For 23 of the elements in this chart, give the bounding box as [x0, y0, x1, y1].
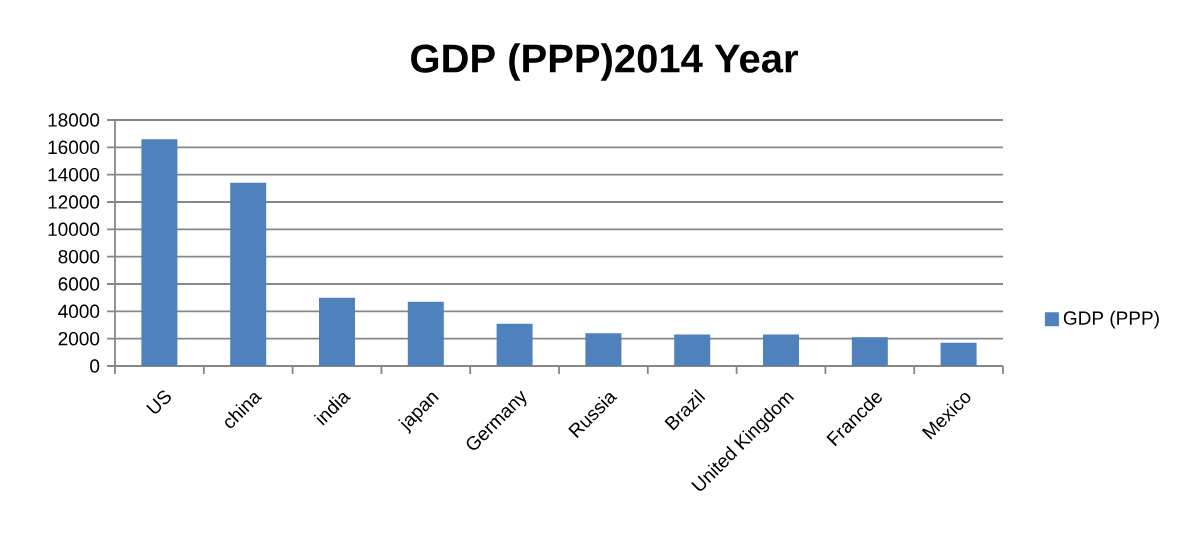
y-tick-label: 14000 — [48, 167, 100, 182]
bar — [319, 297, 355, 366]
y-tick-label: 18000 — [48, 113, 100, 127]
y-tick-label: 2000 — [58, 331, 100, 346]
bar — [851, 337, 888, 366]
chart-title: GDP (PPP)2014 Year — [411, 43, 798, 81]
y-tick-label: 10000 — [48, 222, 100, 237]
bar — [674, 334, 711, 366]
y-tick-label: 12000 — [48, 195, 100, 209]
bar — [940, 342, 977, 366]
bar — [585, 333, 622, 366]
bar — [230, 182, 267, 366]
y-tick-label: 0 — [90, 359, 100, 373]
bar — [407, 301, 444, 366]
y-tick-label: 16000 — [48, 140, 100, 155]
legend-label: GDP (PPP) — [1063, 310, 1159, 329]
y-tick-label: 6000 — [58, 277, 100, 291]
x-tick-label: US — [146, 390, 171, 414]
bar — [496, 323, 533, 366]
bar — [141, 139, 178, 366]
y-tick-label: 8000 — [58, 249, 100, 264]
y-tick-label: 4000 — [58, 304, 100, 319]
bar — [763, 334, 800, 366]
